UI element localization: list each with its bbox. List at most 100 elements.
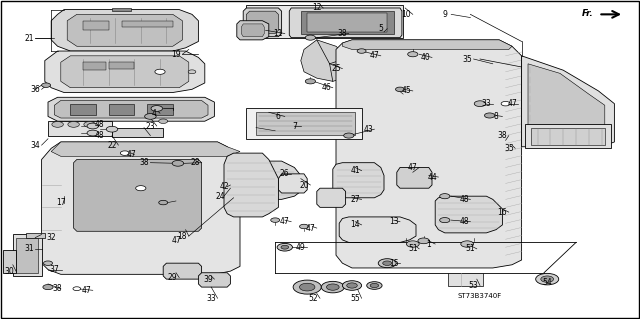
Polygon shape — [522, 56, 614, 147]
Text: 22: 22 — [108, 141, 116, 150]
Polygon shape — [51, 10, 198, 51]
Polygon shape — [16, 238, 38, 273]
Polygon shape — [243, 161, 301, 199]
Polygon shape — [48, 97, 214, 121]
Polygon shape — [13, 234, 42, 276]
Bar — [531, 128, 605, 145]
Text: 20: 20 — [299, 181, 309, 189]
Polygon shape — [112, 128, 163, 137]
Text: 47: 47 — [171, 236, 181, 245]
Text: 47: 47 — [305, 224, 316, 233]
Text: 13: 13 — [388, 217, 399, 226]
Circle shape — [440, 218, 450, 223]
Circle shape — [188, 70, 196, 74]
Text: 21: 21 — [24, 34, 33, 43]
Text: 52: 52 — [308, 294, 319, 303]
Circle shape — [300, 224, 308, 229]
Text: 38: 38 — [52, 284, 63, 293]
Text: 37: 37 — [49, 265, 60, 274]
Circle shape — [378, 259, 396, 268]
Polygon shape — [256, 112, 355, 135]
Circle shape — [461, 241, 474, 247]
Circle shape — [342, 281, 362, 290]
Circle shape — [87, 123, 99, 129]
Circle shape — [271, 218, 280, 222]
Polygon shape — [54, 100, 208, 118]
Circle shape — [73, 287, 81, 291]
Circle shape — [536, 273, 559, 285]
Text: 19: 19 — [171, 50, 181, 59]
Text: 43: 43 — [363, 125, 373, 134]
Polygon shape — [342, 40, 512, 49]
Text: 48: 48 — [459, 217, 469, 226]
Text: 35: 35 — [504, 144, 514, 153]
Text: 49: 49 — [296, 243, 306, 252]
Text: 48: 48 — [94, 120, 104, 129]
Polygon shape — [243, 8, 282, 37]
Circle shape — [305, 35, 316, 40]
Circle shape — [44, 261, 52, 265]
Circle shape — [300, 283, 315, 291]
Polygon shape — [339, 217, 416, 242]
Polygon shape — [45, 51, 205, 93]
Circle shape — [159, 119, 168, 123]
Text: 36: 36 — [30, 85, 40, 94]
Polygon shape — [397, 167, 432, 188]
Polygon shape — [333, 163, 384, 198]
Text: 47: 47 — [507, 99, 517, 108]
Polygon shape — [3, 250, 16, 273]
Circle shape — [344, 133, 354, 138]
Polygon shape — [435, 196, 502, 233]
Polygon shape — [122, 21, 173, 27]
Polygon shape — [70, 104, 96, 115]
Polygon shape — [289, 8, 402, 38]
Polygon shape — [278, 174, 307, 193]
Text: 47: 47 — [126, 150, 136, 159]
Polygon shape — [241, 24, 264, 37]
Polygon shape — [83, 21, 109, 30]
Circle shape — [321, 281, 344, 293]
Circle shape — [136, 186, 146, 191]
Polygon shape — [109, 104, 134, 115]
Circle shape — [43, 285, 53, 290]
Text: 33: 33 — [206, 294, 216, 303]
Circle shape — [367, 282, 382, 289]
Circle shape — [501, 101, 510, 106]
Text: ST73B3740F: ST73B3740F — [458, 293, 502, 299]
Text: 12: 12 — [312, 4, 321, 12]
Polygon shape — [246, 11, 278, 33]
Text: 33: 33 — [481, 99, 492, 108]
Circle shape — [42, 83, 51, 87]
Polygon shape — [301, 40, 355, 81]
Text: 27: 27 — [350, 195, 360, 204]
Text: 40: 40 — [420, 53, 431, 62]
Text: 55: 55 — [350, 294, 360, 303]
Circle shape — [305, 79, 316, 84]
Circle shape — [474, 101, 486, 107]
Polygon shape — [51, 142, 240, 156]
Text: 47: 47 — [369, 51, 380, 60]
Text: 15: 15 — [388, 259, 399, 268]
Text: 48: 48 — [94, 131, 104, 140]
Polygon shape — [74, 160, 202, 231]
Circle shape — [106, 126, 118, 132]
Text: 34: 34 — [30, 141, 40, 150]
Circle shape — [440, 194, 450, 199]
Text: 42: 42 — [219, 182, 229, 191]
Text: 14: 14 — [350, 220, 360, 229]
Polygon shape — [109, 62, 134, 69]
Circle shape — [541, 276, 554, 282]
Bar — [448, 273, 483, 286]
Circle shape — [326, 284, 339, 290]
Text: 47: 47 — [280, 217, 290, 226]
Text: 7: 7 — [292, 122, 297, 130]
Polygon shape — [528, 64, 605, 144]
Polygon shape — [224, 153, 278, 217]
Polygon shape — [237, 21, 269, 40]
Polygon shape — [317, 188, 346, 207]
Text: 48: 48 — [459, 195, 469, 204]
Text: 32: 32 — [46, 233, 56, 242]
Text: 16: 16 — [497, 208, 508, 217]
Text: 18: 18 — [178, 232, 187, 241]
Circle shape — [155, 69, 165, 74]
